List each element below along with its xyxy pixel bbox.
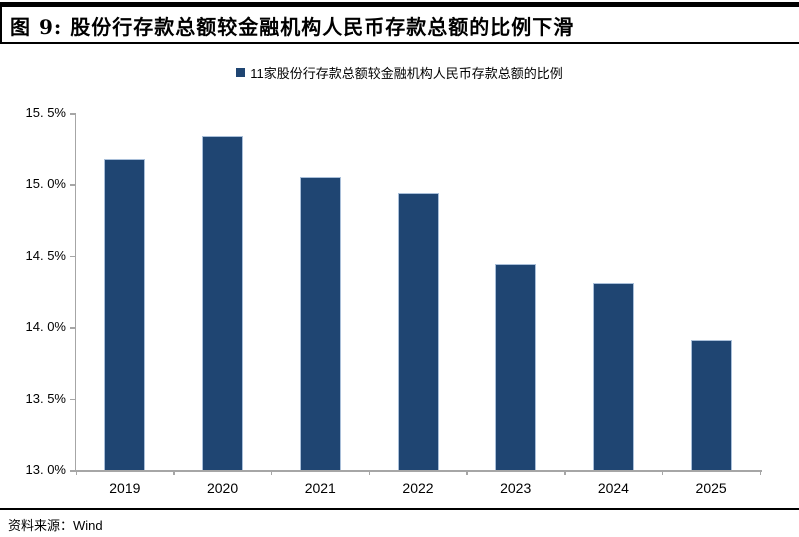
y-axis-tick-label: 14. 0% (25, 319, 66, 335)
y-axis-tick-label: 13. 0% (25, 462, 66, 477)
x-tick (270, 470, 273, 475)
legend-label: 11家股份行存款总额较金融机构人民币存款总额的比例 (250, 66, 563, 81)
x-tick (564, 470, 566, 475)
y-tick (70, 327, 75, 329)
bar-2024 (592, 282, 634, 470)
x-axis-tick-label: 2022 (402, 480, 434, 496)
title-bottom-rule (0, 42, 799, 44)
legend-swatch-icon (236, 68, 246, 77)
y-axis (74, 113, 76, 472)
y-tick (70, 113, 75, 115)
x-tick (466, 470, 468, 475)
x-tick (173, 470, 175, 475)
chart-legend: 11家股份行存款总额较金融机构人民币存款总额的比例 (0, 63, 799, 82)
y-axis-tick-label: 15. 5% (25, 105, 66, 120)
source-name: Wind (73, 518, 103, 533)
x-axis-tick-label: 2024 (597, 480, 629, 496)
x-axis-tick-label: 2025 (695, 480, 727, 496)
bar-2023 (495, 264, 537, 470)
title-left-rule (0, 2, 2, 44)
x-tick (368, 470, 371, 475)
x-tick (759, 470, 761, 475)
x-axis-tick-label: 2021 (304, 480, 336, 496)
x-axis-tick-label: 2020 (206, 480, 239, 496)
x-tick (661, 470, 664, 475)
source-note: 资料来源：Wind (8, 515, 103, 534)
bar-2021 (299, 177, 341, 470)
y-axis-tick-label: 15. 0% (25, 176, 66, 192)
bar-2019 (104, 158, 146, 470)
x-axis-tick-label: 2019 (109, 480, 141, 496)
y-tick (70, 398, 75, 401)
bar-2020 (202, 135, 244, 470)
bar-2022 (397, 192, 439, 470)
y-tick (70, 255, 75, 258)
figure-title: 图 9: 股份行存款总额较金融机构人民币存款总额的比例下滑 (10, 15, 575, 39)
source-top-rule (0, 508, 799, 510)
y-axis-tick-label: 13. 5% (25, 390, 66, 406)
bar-2025 (690, 340, 732, 470)
title-top-rule (0, 2, 799, 7)
y-tick (70, 470, 75, 472)
x-axis (74, 470, 762, 472)
source-prefix: 资料来源： (8, 519, 74, 534)
y-tick (70, 184, 75, 186)
y-axis-tick-label: 14. 5% (25, 247, 66, 263)
x-axis-tick-label: 2023 (500, 480, 532, 496)
x-tick (75, 470, 77, 475)
